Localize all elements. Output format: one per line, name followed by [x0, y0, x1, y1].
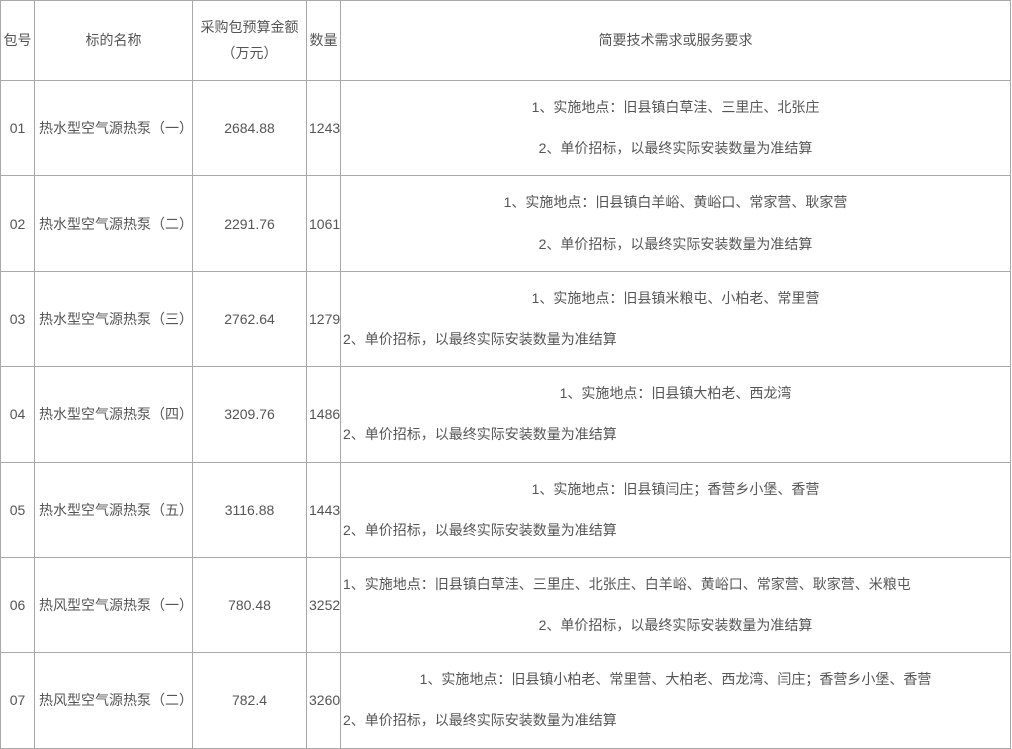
cell-pkg: 06: [1, 557, 35, 652]
req-line1: 1、实施地点：旧县镇大柏老、西龙湾: [341, 367, 1010, 414]
cell-pkg: 03: [1, 271, 35, 366]
col-header-budget: 采购包预算金额 （万元）: [193, 1, 307, 81]
cell-pkg: 07: [1, 653, 35, 748]
req-line2: 2、单价招标，以最终实际安装数量为准结算: [341, 414, 1010, 461]
cell-qty: 1486: [307, 367, 341, 462]
cell-budget: 2291.76: [193, 176, 307, 271]
cell-qty: 3252: [307, 557, 341, 652]
cell-budget: 2762.64: [193, 271, 307, 366]
table-row: 01热水型空气源热泵（一）2684.8812431、实施地点：旧县镇白草洼、三里…: [1, 81, 1011, 176]
cell-req: 1、实施地点：旧县镇小柏老、常里营、大柏老、西龙湾、闫庄；香营乡小堡、香营2、单…: [341, 653, 1011, 748]
cell-name: 热水型空气源热泵（四）: [35, 367, 193, 462]
cell-name: 热风型空气源热泵（一）: [35, 557, 193, 652]
cell-name: 热水型空气源热泵（三）: [35, 271, 193, 366]
cell-name: 热风型空气源热泵（二）: [35, 653, 193, 748]
req-line1: 1、实施地点：旧县镇小柏老、常里营、大柏老、西龙湾、闫庄；香营乡小堡、香营: [341, 653, 1010, 700]
budget-header-line2: （万元）: [222, 45, 278, 61]
cell-qty: 1279: [307, 271, 341, 366]
req-line2: 2、单价招标，以最终实际安装数量为准结算: [341, 605, 1010, 652]
cell-budget: 3116.88: [193, 462, 307, 557]
cell-name: 热水型空气源热泵（五）: [35, 462, 193, 557]
header-row: 包号 标的名称 采购包预算金额 （万元） 数量 简要技术需求或服务要求: [1, 1, 1011, 81]
cell-qty: 3260: [307, 653, 341, 748]
cell-name: 热水型空气源热泵（二）: [35, 176, 193, 271]
col-header-pkg: 包号: [1, 1, 35, 81]
cell-pkg: 02: [1, 176, 35, 271]
cell-req: 1、实施地点：旧县镇白草洼、三里庄、北张庄2、单价招标，以最终实际安装数量为准结…: [341, 81, 1011, 176]
req-line1: 1、实施地点：旧县镇米粮屯、小柏老、常里营: [341, 272, 1010, 319]
cell-budget: 3209.76: [193, 367, 307, 462]
cell-qty: 1443: [307, 462, 341, 557]
table-row: 03热水型空气源热泵（三）2762.6412791、实施地点：旧县镇米粮屯、小柏…: [1, 271, 1011, 366]
req-line1: 1、实施地点：旧县镇白草洼、三里庄、北张庄、白羊峪、黄峪口、常家营、耿家营、米粮…: [341, 558, 1010, 605]
cell-req: 1、实施地点：旧县镇闫庄；香营乡小堡、香营2、单价招标，以最终实际安装数量为准结…: [341, 462, 1011, 557]
cell-pkg: 04: [1, 367, 35, 462]
cell-name: 热水型空气源热泵（一）: [35, 81, 193, 176]
req-line2: 2、单价招标，以最终实际安装数量为准结算: [341, 700, 1010, 747]
req-line1: 1、实施地点：旧县镇闫庄；香营乡小堡、香营: [341, 463, 1010, 510]
cell-qty: 1243: [307, 81, 341, 176]
procurement-table: 包号 标的名称 采购包预算金额 （万元） 数量 简要技术需求或服务要求 01热水…: [0, 0, 1011, 749]
req-line2: 2、单价招标，以最终实际安装数量为准结算: [341, 128, 1010, 175]
table-row: 05热水型空气源热泵（五）3116.8814431、实施地点：旧县镇闫庄；香营乡…: [1, 462, 1011, 557]
cell-req: 1、实施地点：旧县镇米粮屯、小柏老、常里营2、单价招标，以最终实际安装数量为准结…: [341, 271, 1011, 366]
cell-pkg: 01: [1, 81, 35, 176]
cell-req: 1、实施地点：旧县镇白羊峪、黄峪口、常家营、耿家营2、单价招标，以最终实际安装数…: [341, 176, 1011, 271]
col-header-name: 标的名称: [35, 1, 193, 81]
table-row: 06热风型空气源热泵（一）780.4832521、实施地点：旧县镇白草洼、三里庄…: [1, 557, 1011, 652]
col-header-qty: 数量: [307, 1, 341, 81]
table-row: 07热风型空气源热泵（二）782.432601、实施地点：旧县镇小柏老、常里营、…: [1, 653, 1011, 748]
cell-req: 1、实施地点：旧县镇大柏老、西龙湾2、单价招标，以最终实际安装数量为准结算: [341, 367, 1011, 462]
cell-req: 1、实施地点：旧县镇白草洼、三里庄、北张庄、白羊峪、黄峪口、常家营、耿家营、米粮…: [341, 557, 1011, 652]
cell-pkg: 05: [1, 462, 35, 557]
col-header-req: 简要技术需求或服务要求: [341, 1, 1011, 81]
cell-budget: 2684.88: [193, 81, 307, 176]
cell-budget: 782.4: [193, 653, 307, 748]
table-row: 02热水型空气源热泵（二）2291.7610611、实施地点：旧县镇白羊峪、黄峪…: [1, 176, 1011, 271]
req-line2: 2、单价招标，以最终实际安装数量为准结算: [341, 319, 1010, 366]
budget-header-line1: 采购包预算金额: [201, 19, 299, 35]
req-line2: 2、单价招标，以最终实际安装数量为准结算: [341, 510, 1010, 557]
req-line2: 2、单价招标，以最终实际安装数量为准结算: [341, 224, 1010, 271]
table-row: 04热水型空气源热泵（四）3209.7614861、实施地点：旧县镇大柏老、西龙…: [1, 367, 1011, 462]
cell-budget: 780.48: [193, 557, 307, 652]
cell-qty: 1061: [307, 176, 341, 271]
req-line1: 1、实施地点：旧县镇白草洼、三里庄、北张庄: [341, 81, 1010, 128]
req-line1: 1、实施地点：旧县镇白羊峪、黄峪口、常家营、耿家营: [341, 176, 1010, 223]
